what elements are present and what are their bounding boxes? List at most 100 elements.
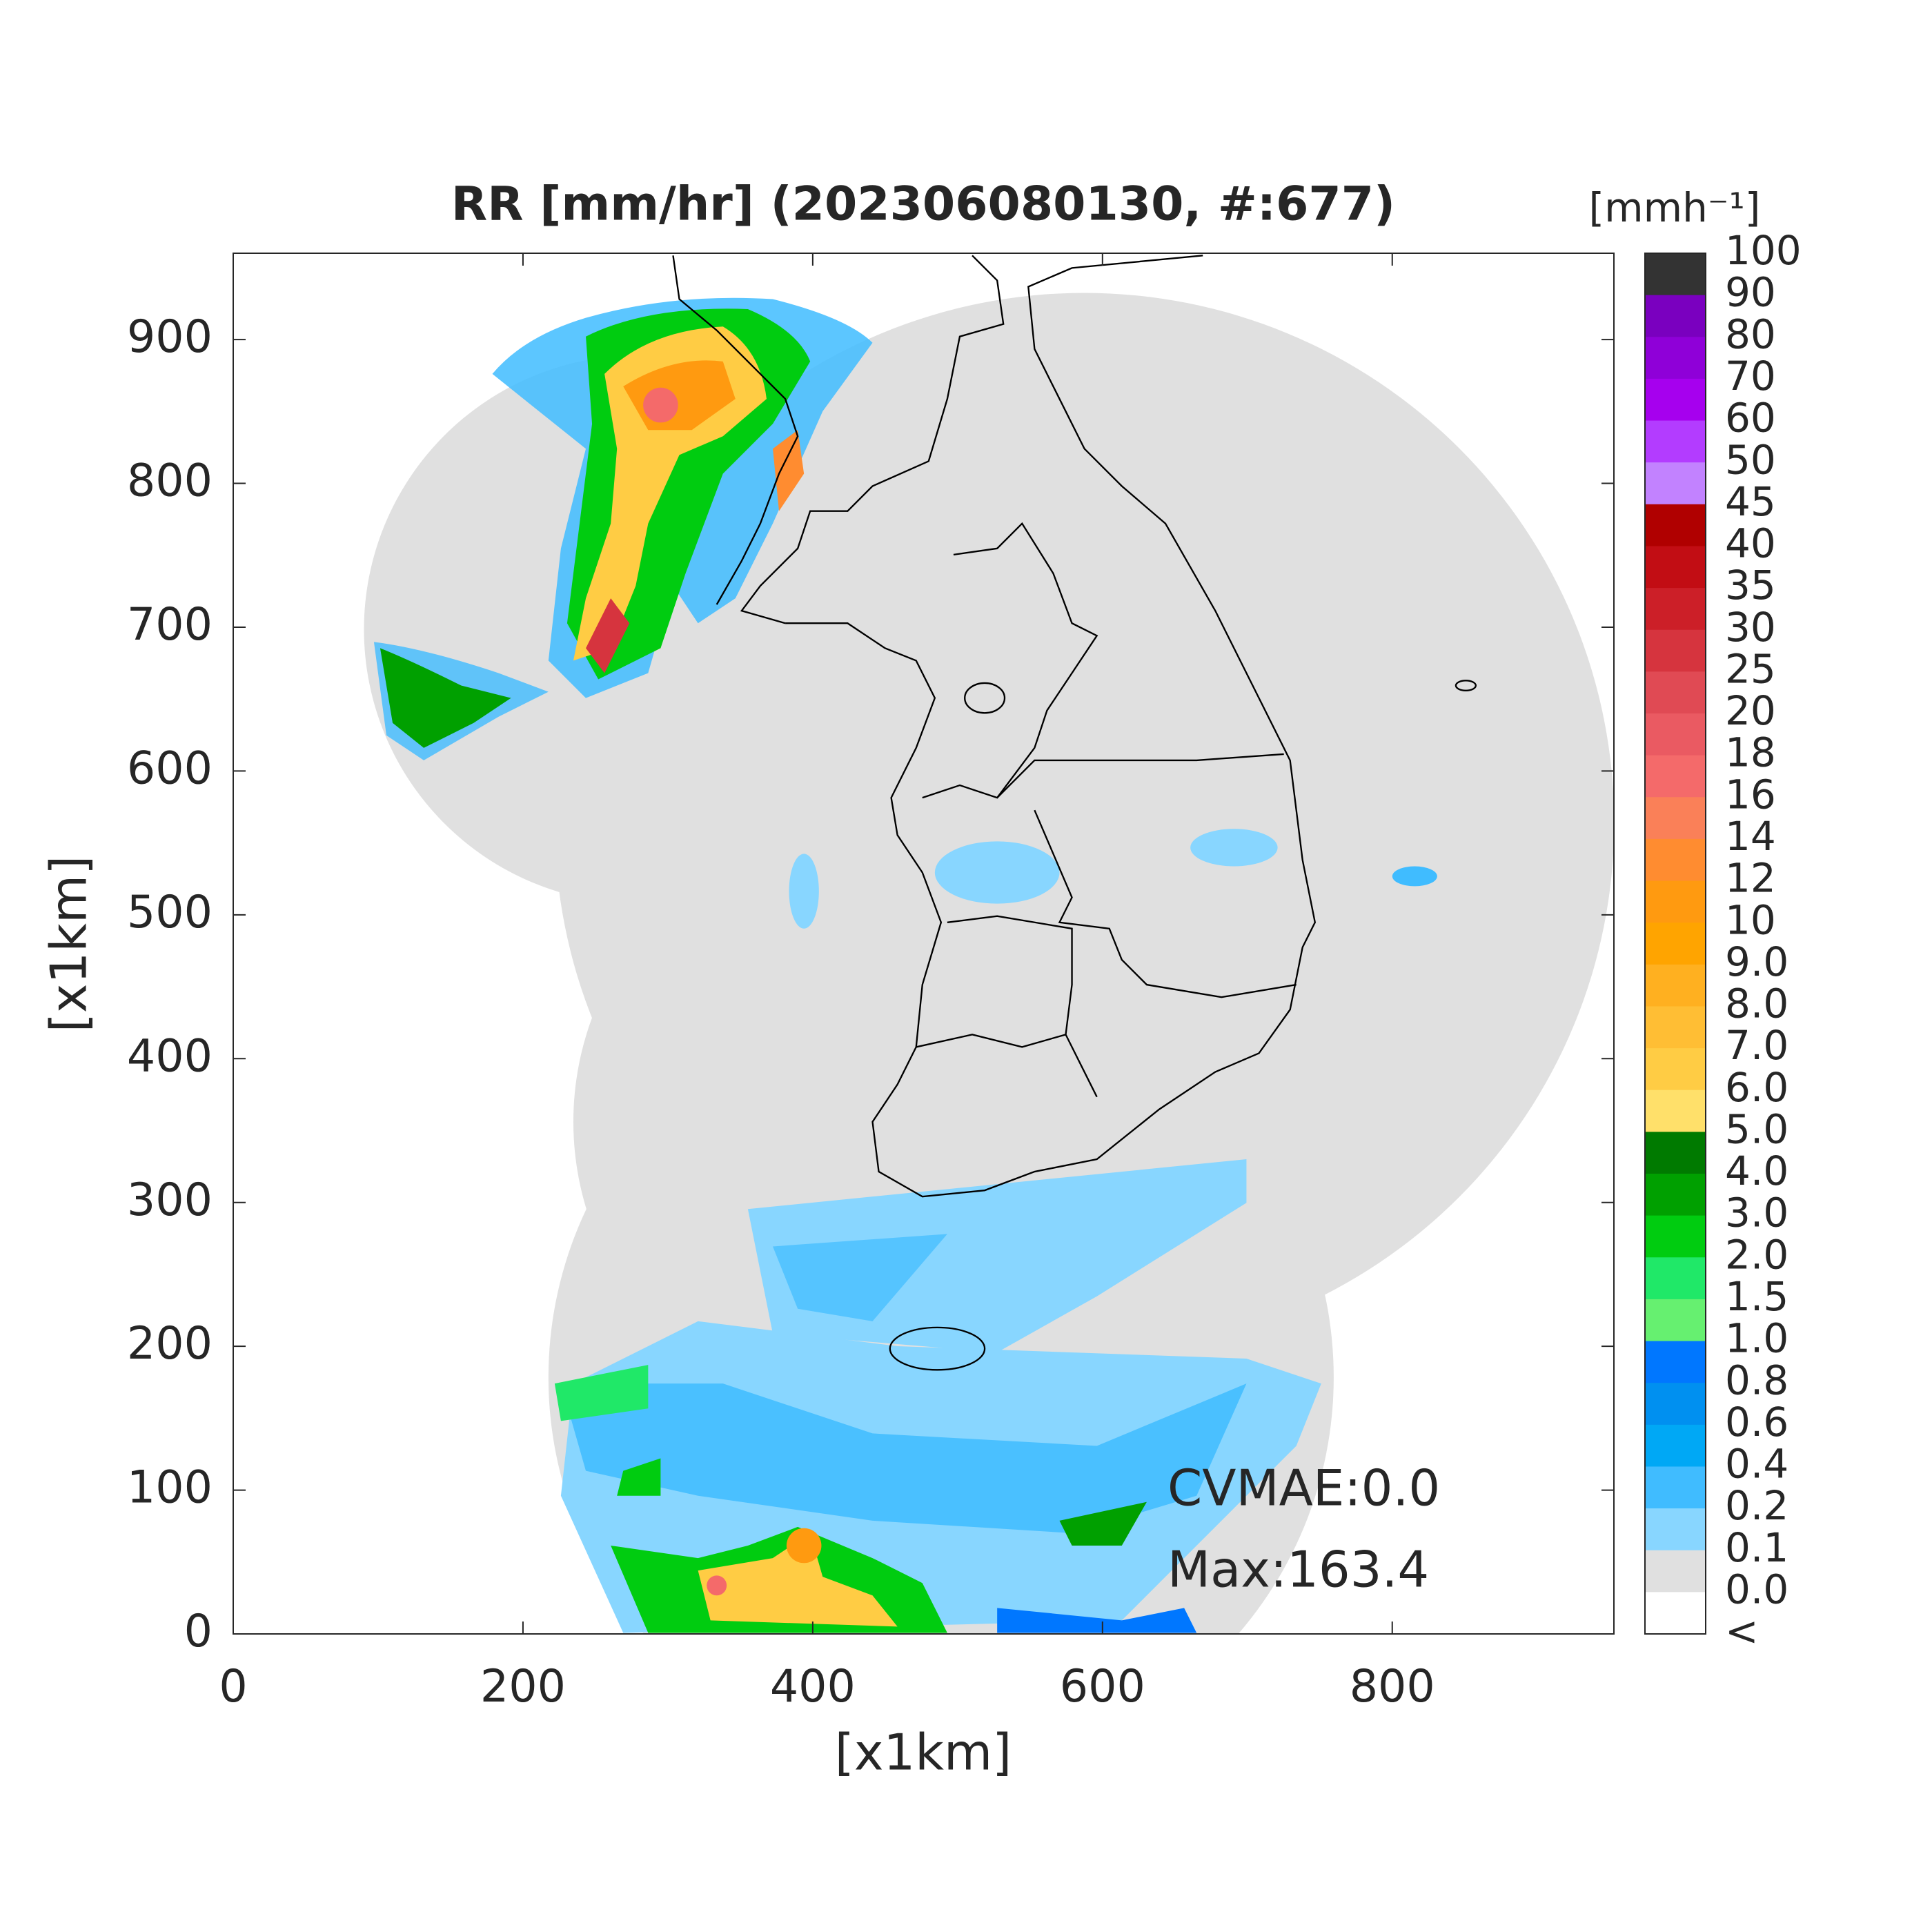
colorbar-label: 10 bbox=[1725, 896, 1776, 943]
colorbar-label: 1.5 bbox=[1725, 1273, 1788, 1320]
y-tick-label: 900 bbox=[127, 311, 213, 363]
x-tick-label: 400 bbox=[770, 1661, 856, 1713]
annotation: Max:163.4 bbox=[1167, 1541, 1429, 1599]
map-path bbox=[672, 255, 799, 605]
colorbar-box bbox=[1645, 923, 1706, 965]
colorbar-label: 16 bbox=[1725, 771, 1776, 818]
map-path bbox=[785, 255, 1317, 1198]
map-ellipse bbox=[1392, 866, 1437, 887]
map-g bbox=[672, 255, 1477, 1371]
colorbar-title: [mmh⁻¹] bbox=[1589, 184, 1761, 231]
map-ellipse bbox=[789, 854, 819, 929]
map-path bbox=[698, 1532, 898, 1627]
y-tick-label: 100 bbox=[127, 1462, 213, 1514]
map-path bbox=[772, 1234, 947, 1321]
colorbar-box bbox=[1645, 1215, 1706, 1258]
x-tick-label: 600 bbox=[1060, 1661, 1145, 1713]
colorbar-box bbox=[1645, 1424, 1706, 1467]
colorbar-label: 0.0 bbox=[1725, 1566, 1788, 1613]
colorbar-label: 18 bbox=[1725, 729, 1776, 776]
x-tick-label: 0 bbox=[219, 1661, 247, 1713]
colorbar-box bbox=[1645, 253, 1706, 296]
map-drawing bbox=[364, 255, 1614, 1634]
colorbar-label: 70 bbox=[1725, 353, 1776, 400]
x-tick-label: 200 bbox=[480, 1661, 566, 1713]
colorbar-label: 35 bbox=[1725, 562, 1776, 609]
colorbar-box bbox=[1645, 1592, 1706, 1635]
colorbar-box bbox=[1645, 1466, 1706, 1509]
y-tick-label: 700 bbox=[127, 599, 213, 651]
annotation: CVMAE:0.0 bbox=[1167, 1459, 1440, 1517]
x-axis-label: [x1km] bbox=[835, 1724, 1012, 1782]
map-circle bbox=[707, 1575, 727, 1596]
colorbar-box bbox=[1645, 337, 1706, 379]
map-path bbox=[560, 1383, 1247, 1533]
map-path bbox=[586, 598, 630, 673]
map-path bbox=[554, 1365, 649, 1421]
colorbar-label: 0.6 bbox=[1725, 1399, 1788, 1446]
colorbar-box bbox=[1645, 838, 1706, 882]
colorbar-box bbox=[1645, 1174, 1706, 1216]
colorbar-frame bbox=[1644, 253, 1706, 1635]
map-layer bbox=[364, 255, 1614, 1634]
colorbar-box bbox=[1645, 629, 1706, 672]
colorbar-box bbox=[1645, 797, 1706, 840]
y-tick-label: 0 bbox=[184, 1606, 213, 1657]
colorbar-label: 0.4 bbox=[1725, 1441, 1788, 1488]
y-tick-label: 800 bbox=[127, 455, 213, 507]
map-ellipse bbox=[1190, 829, 1278, 867]
colorbar-label: 8.0 bbox=[1725, 980, 1788, 1027]
map-path bbox=[1034, 809, 1297, 998]
map-path bbox=[916, 1034, 1066, 1048]
colorbar-box bbox=[1645, 671, 1706, 714]
colorbar-box bbox=[1645, 1383, 1706, 1426]
colorbar-box bbox=[1645, 1006, 1706, 1049]
chart-title: RR [mm/hr] (202306080130, #:677) bbox=[451, 177, 1395, 232]
colorbar-box bbox=[1645, 1341, 1706, 1383]
colorbar-label: 12 bbox=[1725, 855, 1776, 902]
map-ellipse bbox=[964, 682, 1006, 714]
colorbar-label: 90 bbox=[1725, 269, 1776, 316]
colorbar-box bbox=[1645, 713, 1706, 756]
colorbar-label: 9.0 bbox=[1725, 938, 1788, 985]
colorbar-box bbox=[1645, 880, 1706, 923]
colorbar-label: 40 bbox=[1725, 520, 1776, 567]
colorbar-box bbox=[1645, 1132, 1706, 1174]
map-path bbox=[379, 648, 511, 748]
colorbar-label: 0.1 bbox=[1725, 1524, 1788, 1571]
map-path bbox=[617, 1458, 661, 1496]
map-path bbox=[772, 430, 805, 511]
map-circle bbox=[643, 387, 678, 423]
colorbar-label: 30 bbox=[1725, 604, 1776, 651]
colorbar-box bbox=[1645, 1048, 1706, 1091]
colorbar-label: 4.0 bbox=[1725, 1147, 1788, 1194]
map-ellipse bbox=[934, 841, 1060, 904]
y-tick-label: 500 bbox=[127, 887, 213, 938]
colorbar-box bbox=[1645, 964, 1706, 1007]
colorbar-label: < bbox=[1725, 1608, 1759, 1655]
map-circle bbox=[786, 1528, 822, 1564]
map-path bbox=[997, 1608, 1197, 1633]
colorbar-box bbox=[1645, 1299, 1706, 1342]
y-tick-label: 600 bbox=[127, 742, 213, 794]
colorbar-label: 14 bbox=[1725, 813, 1776, 860]
colorbar-box bbox=[1645, 420, 1706, 463]
map-path bbox=[996, 753, 1284, 798]
colorbar-label: 6.0 bbox=[1725, 1064, 1788, 1111]
colorbar-box bbox=[1645, 1090, 1706, 1132]
map-path bbox=[1059, 1501, 1147, 1546]
colorbar-label: 80 bbox=[1725, 310, 1776, 357]
plot-frame bbox=[233, 253, 1615, 1635]
colorbar-label: 100 bbox=[1725, 227, 1802, 274]
colorbar-box bbox=[1645, 1257, 1706, 1300]
colorbar-label: 2.0 bbox=[1725, 1231, 1788, 1278]
colorbar-box bbox=[1645, 295, 1706, 337]
map-ellipse bbox=[1455, 680, 1477, 691]
colorbar-box bbox=[1645, 588, 1706, 631]
y-tick-label: 400 bbox=[127, 1030, 213, 1082]
colorbar-box bbox=[1645, 1550, 1706, 1593]
x-tick-label: 800 bbox=[1350, 1661, 1435, 1713]
colorbar-box bbox=[1645, 1508, 1706, 1551]
